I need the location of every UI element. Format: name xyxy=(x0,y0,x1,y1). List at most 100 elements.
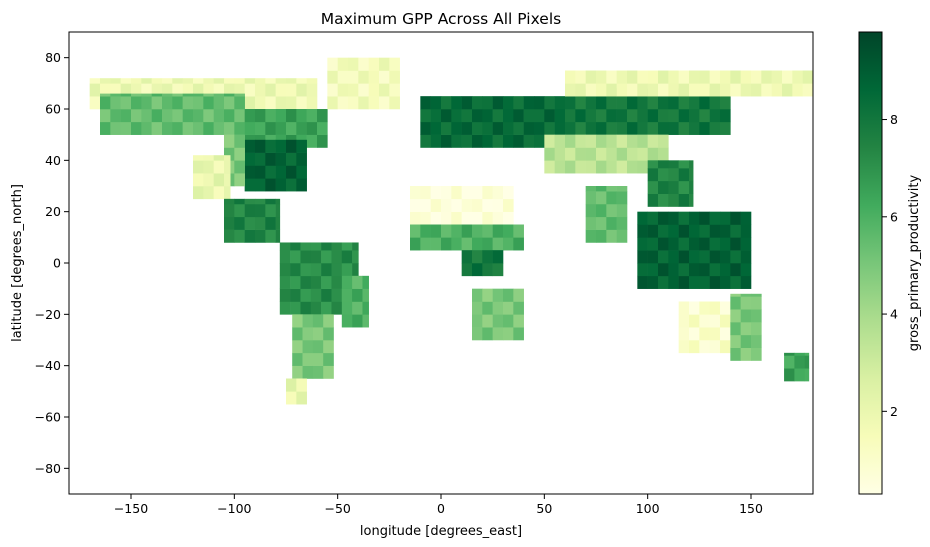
gpp-cell xyxy=(637,134,648,148)
gpp-cell xyxy=(678,237,690,251)
gpp-cell xyxy=(751,70,762,84)
gpp-cell xyxy=(740,224,752,238)
gpp-cell xyxy=(296,178,307,192)
gpp-cell xyxy=(689,83,700,97)
gpp-cell xyxy=(310,263,322,277)
gpp-cell xyxy=(162,109,173,123)
gpp-cell xyxy=(265,229,276,243)
gpp-cell xyxy=(100,93,111,97)
gpp-cell xyxy=(794,352,806,356)
gpp-cell xyxy=(234,78,245,84)
gpp-cell xyxy=(678,109,690,123)
gpp-cell xyxy=(740,293,752,297)
gpp-cell xyxy=(523,121,535,135)
gpp-cell xyxy=(420,186,431,200)
gpp-cell xyxy=(585,216,597,230)
gpp-cell xyxy=(275,121,287,135)
gpp-cell xyxy=(275,229,281,243)
gpp-cell xyxy=(182,96,194,110)
gpp-cell xyxy=(627,134,638,148)
region-brazil-east-coast xyxy=(341,275,369,328)
gpp-cell xyxy=(327,70,338,84)
gpp-cell xyxy=(606,134,617,148)
gpp-cell xyxy=(554,147,566,161)
gpp-cell xyxy=(265,216,276,230)
gpp-cell xyxy=(310,288,322,302)
gpp-cell xyxy=(321,242,332,251)
gpp-cell xyxy=(730,250,741,264)
gpp-cell xyxy=(730,211,741,225)
gpp-cell xyxy=(244,229,256,243)
gpp-cell xyxy=(678,301,690,315)
gpp-cell xyxy=(296,96,307,110)
gpp-cell xyxy=(658,168,669,182)
chart-title: Maximum GPP Across All Pixels xyxy=(321,10,561,28)
gpp-cell xyxy=(751,296,762,310)
gpp-cell xyxy=(585,134,597,148)
gpp-cell xyxy=(358,70,369,84)
gpp-cell xyxy=(606,160,617,174)
gpp-cell xyxy=(606,191,617,205)
gpp-cell xyxy=(492,224,504,238)
gpp-cell xyxy=(441,237,452,251)
x-tick-label: 100 xyxy=(636,501,660,516)
x-tick-label: 50 xyxy=(536,501,552,516)
gpp-cell xyxy=(306,78,318,84)
gpp-cell xyxy=(472,327,483,341)
gpp-cell xyxy=(637,224,648,238)
gpp-cell xyxy=(730,224,741,238)
gpp-cell xyxy=(352,288,363,302)
gpp-cell xyxy=(323,365,334,379)
gpp-cell xyxy=(352,263,359,277)
gpp-cell xyxy=(472,96,483,110)
gpp-cell xyxy=(420,211,431,225)
region-new-zealand xyxy=(784,352,810,382)
gpp-cell xyxy=(678,275,690,289)
gpp-cell xyxy=(348,70,359,84)
gpp-cell xyxy=(616,109,628,123)
gpp-cell xyxy=(244,203,256,218)
gpp-cell xyxy=(503,186,514,200)
gpp-cell xyxy=(224,216,235,230)
gpp-cell xyxy=(358,96,369,110)
gpp-cell xyxy=(585,96,597,110)
gpp-cell xyxy=(709,83,721,97)
gpp-cell xyxy=(255,198,266,205)
gpp-cell xyxy=(182,83,194,97)
gpp-cell xyxy=(224,134,235,148)
gpp-cell xyxy=(368,83,380,97)
gpp-cell xyxy=(131,93,142,97)
gpp-cell xyxy=(689,180,694,194)
gpp-cell xyxy=(709,121,721,135)
gpp-cell xyxy=(720,250,731,264)
gpp-cell xyxy=(213,155,225,161)
gpp-cell xyxy=(472,121,483,135)
gpp-cell xyxy=(647,134,659,148)
y-tick-label: −20 xyxy=(35,307,61,322)
gpp-cell xyxy=(503,211,514,225)
gpp-cell xyxy=(300,242,312,251)
gpp-cell xyxy=(100,96,111,110)
gpp-cell xyxy=(627,160,638,174)
gpp-cell xyxy=(275,96,287,110)
gpp-cell xyxy=(720,327,731,341)
gpp-cell xyxy=(575,83,586,97)
gpp-cell xyxy=(503,237,514,251)
gpp-cell xyxy=(441,198,452,212)
gpp-cell xyxy=(730,70,741,84)
gpp-cell xyxy=(323,327,334,341)
gpp-cell xyxy=(300,288,312,302)
gpp-cell xyxy=(575,160,586,174)
y-axis-label: latitude [degrees_north] xyxy=(10,184,25,342)
gpp-cell xyxy=(668,275,679,289)
gpp-cell xyxy=(296,121,307,135)
colorbar-ticks: 2 4 6 8 xyxy=(882,112,898,419)
gpp-cell xyxy=(616,191,628,205)
gpp-cell xyxy=(441,224,452,238)
gpp-cell xyxy=(234,216,245,230)
x-tick-label: 0 xyxy=(437,501,445,516)
gpp-cell xyxy=(203,186,214,200)
gpp-cell xyxy=(368,57,380,71)
gpp-cell xyxy=(461,198,473,212)
